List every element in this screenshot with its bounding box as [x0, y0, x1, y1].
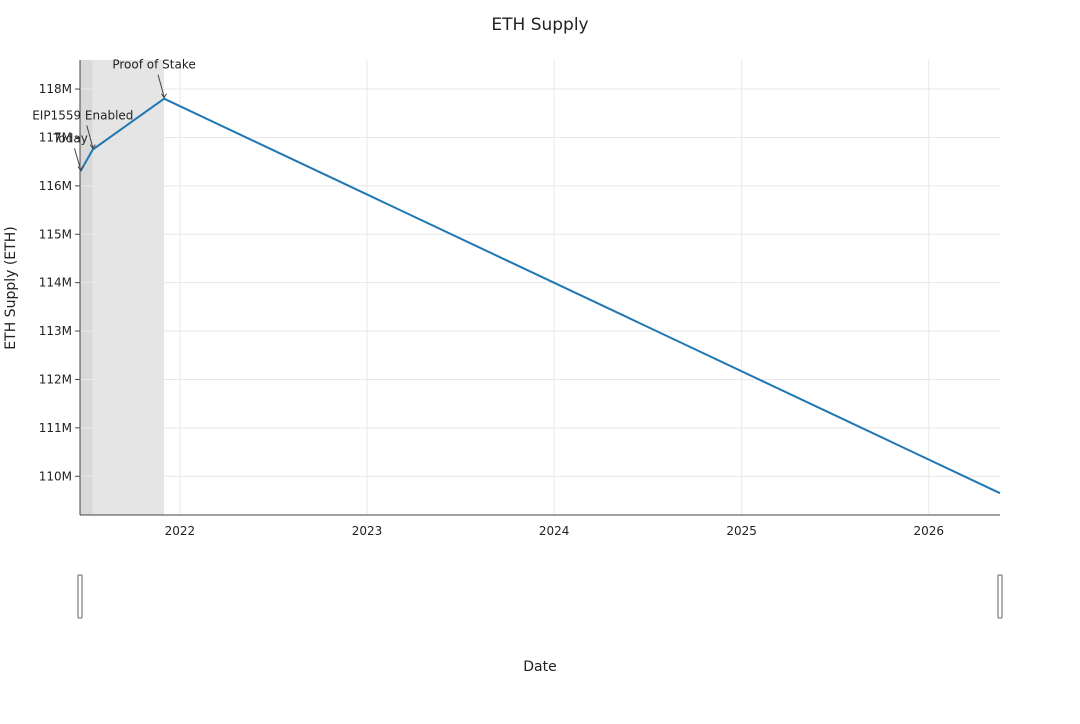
axes: 110M111M112M113M114M115M116M117M118M2022…	[39, 60, 1000, 538]
series-line-0	[81, 99, 1001, 494]
y-tick-label: 114M	[39, 276, 72, 290]
gridlines	[80, 60, 1000, 515]
x-tick-label: 2025	[726, 524, 757, 538]
y-tick-label: 113M	[39, 324, 72, 338]
y-tick-label: 116M	[39, 179, 72, 193]
shaded-region-1	[93, 60, 164, 515]
range-slider[interactable]	[78, 575, 1002, 618]
x-tick-label: 2022	[165, 524, 196, 538]
series-layer	[80, 99, 1000, 494]
y-tick-label: 118M	[39, 82, 72, 96]
annotation-label: Proof of Stake	[112, 58, 195, 72]
chart-title: ETH Supply	[491, 15, 588, 35]
y-axis-title: ETH Supply (ETH)	[3, 226, 19, 349]
x-tick-label: 2024	[539, 524, 570, 538]
y-tick-label: 112M	[39, 372, 72, 386]
y-tick-label: 110M	[39, 469, 72, 483]
range-slider-left-handle[interactable]	[78, 575, 82, 618]
x-tick-label: 2026	[913, 524, 944, 538]
x-axis-title: Date	[523, 659, 556, 675]
y-tick-label: 111M	[39, 421, 72, 435]
x-tick-label: 2023	[352, 524, 383, 538]
y-tick-label: 115M	[39, 227, 72, 241]
range-slider-right-handle[interactable]	[998, 575, 1002, 618]
shaded-region-0	[81, 60, 93, 515]
annotation-label: Today	[52, 131, 88, 145]
annotation-label: EIP1559 Enabled	[32, 109, 133, 123]
